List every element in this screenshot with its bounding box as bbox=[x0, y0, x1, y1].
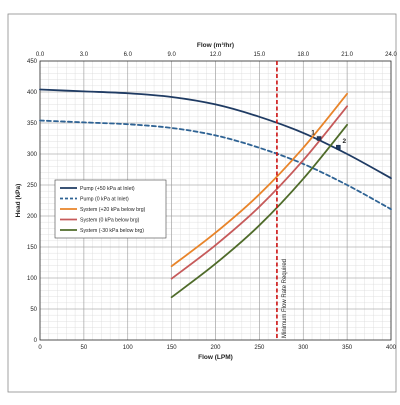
x2-tick-label: 24.0 bbox=[385, 52, 397, 58]
x2-tick-label: 9.0 bbox=[167, 52, 176, 58]
legend-label-4: System (0 kPa below brg) bbox=[80, 218, 140, 224]
x2-axis-title: Flow (m³/hr) bbox=[197, 42, 234, 49]
x2-axis-ticks: 0.0 3.0 6.0 9.0 12.0 15.0 18.0 21.0 24.0 bbox=[36, 52, 398, 58]
vline-layer: Minimum Flow Rate Required bbox=[276, 61, 288, 340]
operating-point-label-2: 2 bbox=[343, 138, 347, 145]
x-tick-label: 200 bbox=[210, 345, 221, 351]
operating-point-label-1: 1 bbox=[311, 130, 315, 137]
y-tick-label: 450 bbox=[27, 59, 38, 65]
x-tick-label: 0 bbox=[38, 345, 42, 351]
x-axis-title: Flow (LPM) bbox=[198, 354, 233, 361]
legend-label-2: Pump (0 kPa at Inlet) bbox=[80, 197, 129, 203]
y-axis-ticks: 0 50 100 150 200 250 300 350 400 450 bbox=[27, 59, 38, 344]
chart-frame bbox=[7, 13, 397, 393]
y-tick-label: 0 bbox=[34, 338, 38, 344]
y-axis-title: Head (kPa) bbox=[15, 184, 22, 218]
x-tick-label: 300 bbox=[298, 345, 309, 351]
y-tick-label: 250 bbox=[27, 183, 38, 189]
x-tick-label: 150 bbox=[167, 345, 178, 351]
x2-tick-label: 6.0 bbox=[124, 52, 133, 58]
x-tick-label: 50 bbox=[81, 345, 88, 351]
series-line-2 bbox=[39, 119, 392, 211]
min-flow-label: Minimum Flow Rate Required bbox=[282, 259, 288, 338]
x-tick-label: 400 bbox=[386, 345, 397, 351]
y-tick-label: 300 bbox=[27, 152, 38, 158]
x-axis-ticks: 0 50 100 150 200 250 300 350 400 bbox=[38, 345, 396, 351]
y-tick-label: 200 bbox=[27, 214, 38, 220]
x2-tick-label: 18.0 bbox=[297, 52, 309, 58]
y-tick-label: 350 bbox=[27, 121, 38, 127]
legend-label-5: System (-30 kPa below brg) bbox=[80, 228, 144, 234]
x2-tick-label: 0.0 bbox=[36, 52, 45, 58]
plot-border bbox=[39, 60, 392, 341]
operating-point-marker-2 bbox=[336, 144, 341, 150]
x2-tick-label: 3.0 bbox=[80, 52, 89, 58]
x2-tick-label: 12.0 bbox=[210, 52, 222, 58]
legend-items: Pump (+50 kPa at Inlet) Pump (0 kPa at In… bbox=[60, 186, 146, 234]
y-tick-label: 100 bbox=[27, 276, 38, 282]
x2-tick-label: 21.0 bbox=[341, 52, 353, 58]
y-tick-label: 400 bbox=[27, 90, 38, 96]
x-tick-label: 350 bbox=[342, 345, 353, 351]
legend: Pump (+50 kPa at Inlet) Pump (0 kPa at In… bbox=[54, 179, 167, 239]
series-line-5 bbox=[170, 123, 349, 299]
series-line-1 bbox=[39, 88, 392, 180]
legend-label-3: System (+20 kPa below brg) bbox=[80, 207, 146, 213]
y-tick-label: 150 bbox=[27, 245, 38, 251]
x2-tick-label: 15.0 bbox=[254, 52, 266, 58]
series-line-3 bbox=[170, 92, 349, 268]
y-tick-label: 50 bbox=[30, 307, 37, 313]
x-tick-label: 250 bbox=[254, 345, 265, 351]
marker-layer: 12 bbox=[311, 130, 347, 150]
legend-label-1: Pump (+50 kPa at Inlet) bbox=[80, 186, 135, 192]
x-tick-label: 100 bbox=[123, 345, 134, 351]
operating-point-marker-1 bbox=[316, 136, 322, 141]
